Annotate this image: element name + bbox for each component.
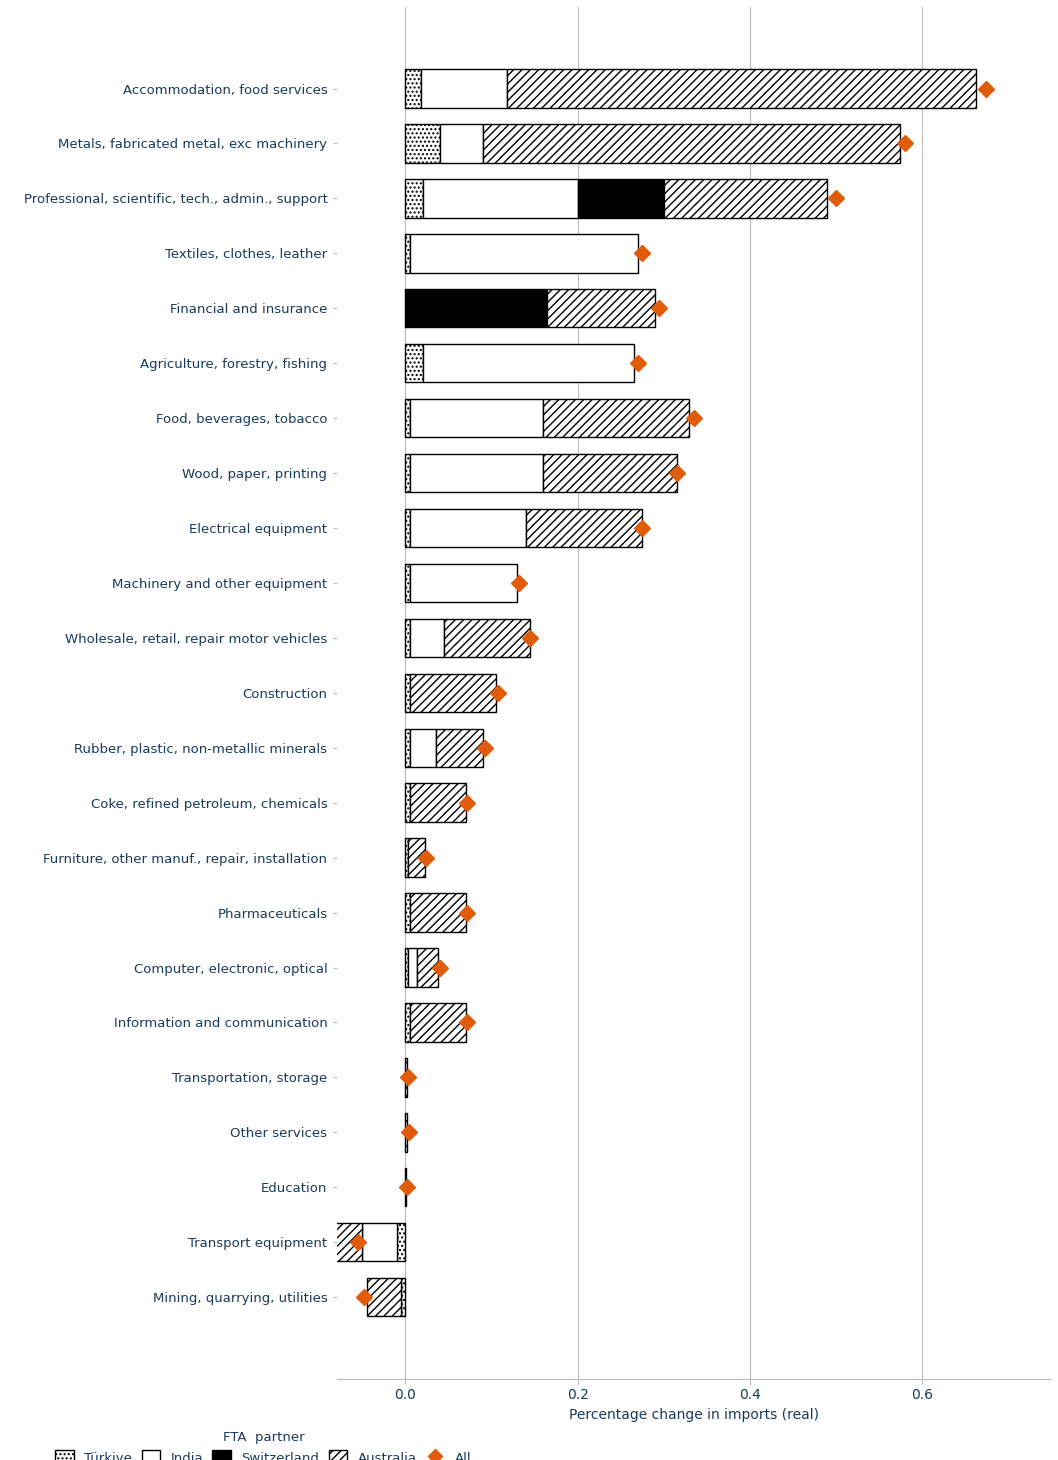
Bar xyxy=(436,729,482,766)
Bar xyxy=(408,949,417,987)
Bar xyxy=(405,124,440,162)
Bar xyxy=(409,619,444,657)
Bar xyxy=(409,673,496,712)
Bar xyxy=(405,454,409,492)
Bar xyxy=(409,399,543,438)
Bar xyxy=(409,234,638,273)
Bar xyxy=(444,619,530,657)
Bar xyxy=(422,345,634,383)
Bar xyxy=(328,1223,362,1261)
Bar xyxy=(482,124,900,162)
Bar xyxy=(421,69,507,108)
Bar xyxy=(405,673,409,712)
Bar xyxy=(405,180,422,218)
Bar xyxy=(578,180,663,218)
Bar xyxy=(405,619,409,657)
Legend: Türkiye, India, Switzerland, Australia, All: Türkiye, India, Switzerland, Australia, … xyxy=(50,1425,477,1460)
Bar xyxy=(405,345,422,383)
Bar xyxy=(401,1278,405,1317)
Bar xyxy=(405,729,409,766)
Bar xyxy=(367,1278,401,1317)
Bar xyxy=(362,1223,397,1261)
Bar xyxy=(409,729,436,766)
Bar xyxy=(507,69,977,108)
Bar xyxy=(663,180,827,218)
Bar xyxy=(547,289,655,327)
Bar xyxy=(409,1003,466,1041)
Bar xyxy=(409,454,543,492)
Bar xyxy=(526,508,642,548)
Bar xyxy=(405,69,421,108)
Bar xyxy=(409,564,517,602)
Bar xyxy=(408,838,425,877)
Bar xyxy=(417,949,438,987)
Bar xyxy=(405,838,408,877)
Bar xyxy=(409,784,466,822)
Bar xyxy=(405,1003,409,1041)
X-axis label: Percentage change in imports (real): Percentage change in imports (real) xyxy=(569,1407,819,1422)
Bar xyxy=(405,894,409,931)
Bar xyxy=(405,1113,407,1152)
Bar xyxy=(422,180,578,218)
Bar xyxy=(405,949,408,987)
Bar xyxy=(405,234,409,273)
Bar xyxy=(409,894,466,931)
Bar xyxy=(543,399,690,438)
Bar xyxy=(409,508,526,548)
Bar xyxy=(405,289,547,327)
Bar xyxy=(543,454,676,492)
Bar xyxy=(405,508,409,548)
Bar xyxy=(405,1058,407,1096)
Bar xyxy=(440,124,482,162)
Bar xyxy=(405,784,409,822)
Bar xyxy=(405,564,409,602)
Bar xyxy=(405,399,409,438)
Bar xyxy=(397,1223,405,1261)
